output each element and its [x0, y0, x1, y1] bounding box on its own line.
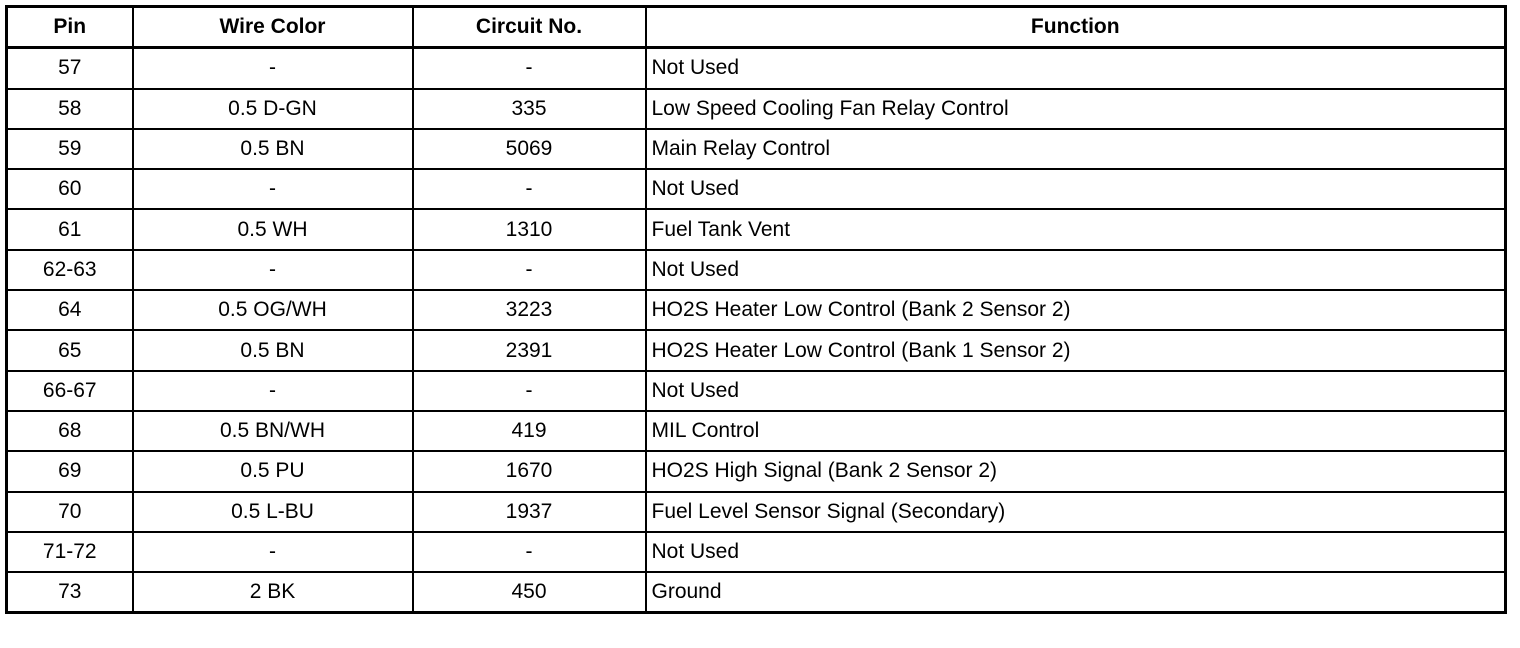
function-cell: Not Used: [644, 369, 1507, 412]
wire-color-cell: 0.5 D-GN: [131, 87, 414, 130]
circuit-no-cell: -: [411, 369, 647, 412]
wire-color-cell: -: [131, 530, 414, 574]
function-cell: Not Used: [644, 168, 1507, 211]
pin-cell: 58: [5, 87, 134, 130]
circuit-no-cell: 1937: [411, 490, 647, 533]
table-row: 58 0.5 D-GN 335 Low Speed Cooling Fan Relay…: [5, 87, 1507, 130]
table-row: 65 0.5 BN 2391 HO2S Heater Low Control (Ban…: [5, 329, 1507, 372]
table-row: 61 0.5 WH 1310 Fuel Tank Vent: [5, 208, 1507, 251]
pin-cell: 66-67: [5, 369, 134, 412]
wire-color-cell: 0.5 WH: [131, 208, 414, 251]
function-cell: Fuel Tank Vent: [644, 208, 1507, 251]
wire-color-cell: 0.5 L-BU: [131, 490, 414, 533]
table-row: 71-72- - Not Used: [5, 530, 1507, 574]
function-cell: HO2S Heater Low Control (Bank 2 Sensor 2…: [644, 289, 1507, 332]
table-row: 69 0.5 PU 1670 HO2S High Signal (Bank 2 Sen…: [5, 450, 1507, 493]
function-cell: Not Used: [644, 530, 1507, 574]
wire-color-cell: 0.5 BN: [131, 127, 414, 171]
pin-cell: 62-63: [5, 248, 134, 292]
circuit-no-cell: 450: [411, 571, 647, 614]
circuit-no-cell: 1310: [411, 208, 647, 251]
pin-cell: 73: [5, 571, 134, 614]
pinout-table: Pin Wire Color Circuit No. Function 57- -…: [5, 5, 1507, 615]
header-pin: Pin: [5, 5, 134, 50]
wire-color-cell: 0.5 PU: [131, 450, 414, 493]
table-row: 66-67- - Not Used: [5, 369, 1507, 412]
table-row: 57- - Not Used: [5, 46, 1507, 90]
pin-cell: 57: [5, 46, 134, 90]
pin-cell: 64: [5, 289, 134, 332]
function-cell: Main Relay Control: [644, 127, 1507, 171]
function-cell: MIL Control: [644, 409, 1507, 453]
pin-cell: 61: [5, 208, 134, 251]
pin-cell: 68: [5, 409, 134, 453]
pin-cell: 65: [5, 329, 134, 372]
pin-cell: 71-72: [5, 530, 134, 574]
circuit-no-cell: 3223: [411, 289, 647, 332]
function-cell: HO2S Heater Low Control (Bank 1 Sensor 2…: [644, 329, 1507, 372]
circuit-no-cell: -: [411, 46, 647, 90]
wire-color-cell: 2 BK: [131, 571, 414, 614]
function-cell: Low Speed Cooling Fan Relay Control: [644, 87, 1507, 130]
circuit-no-cell: 5069: [411, 127, 647, 171]
wire-color-cell: -: [131, 248, 414, 292]
table-row: 64 0.5 OG/WH 3223 HO2S Heater Low Control (…: [5, 289, 1507, 332]
table-row: 68 0.5 BN/WH 419 MIL Control: [5, 409, 1507, 453]
circuit-no-cell: 335: [411, 87, 647, 130]
function-cell: Ground: [644, 571, 1507, 614]
pin-cell: 59: [5, 127, 134, 171]
function-cell: Fuel Level Sensor Signal (Secondary): [644, 490, 1507, 533]
table-row: 62-63- - Not Used: [5, 248, 1507, 292]
header-row: Pin Wire Color Circuit No. Function: [5, 5, 1507, 50]
pin-cell: 60: [5, 168, 134, 211]
pin-cell: 69: [5, 450, 134, 493]
circuit-no-cell: 2391: [411, 329, 647, 372]
circuit-no-cell: -: [411, 248, 647, 292]
wire-color-cell: 0.5 BN: [131, 329, 414, 372]
header-function: Function: [644, 5, 1507, 50]
function-cell: Not Used: [644, 46, 1507, 90]
header-circuit-no: Circuit No.: [411, 5, 647, 50]
circuit-no-cell: -: [411, 168, 647, 211]
circuit-no-cell: 419: [411, 409, 647, 453]
table-row: 60- - Not Used: [5, 168, 1507, 211]
circuit-no-cell: 1670: [411, 450, 647, 493]
table-row: 59 0.5 BN 5069 Main Relay Control: [5, 127, 1507, 171]
wire-color-cell: -: [131, 46, 414, 90]
pin-cell: 70: [5, 490, 134, 533]
table-row: 73 2 BK 450 Ground: [5, 571, 1507, 614]
wire-color-cell: -: [131, 168, 414, 211]
wire-color-cell: 0.5 OG/WH: [131, 289, 414, 332]
header-wire-color: Wire Color: [131, 5, 414, 50]
wire-color-cell: 0.5 BN/WH: [131, 409, 414, 453]
circuit-no-cell: -: [411, 530, 647, 574]
function-cell: Not Used: [644, 248, 1507, 292]
function-cell: HO2S High Signal (Bank 2 Sensor 2): [644, 450, 1507, 493]
wire-color-cell: -: [131, 369, 414, 412]
table-row: 70 0.5 L-BU 1937 Fuel Level Sensor Signal (…: [5, 490, 1507, 533]
